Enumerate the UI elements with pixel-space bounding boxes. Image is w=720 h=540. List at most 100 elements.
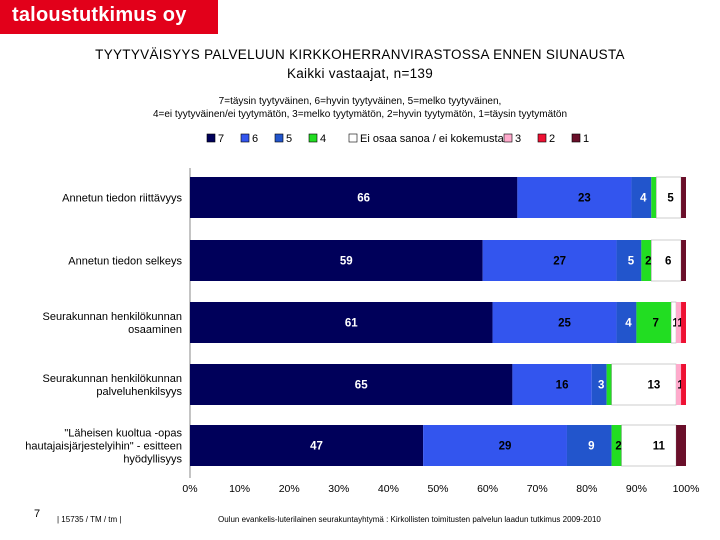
x-tick-label: 100%: [673, 483, 700, 495]
data-label: 25: [558, 318, 571, 330]
x-tick-label: 40%: [378, 483, 399, 495]
x-tick-label: 20%: [279, 483, 300, 495]
data-label: 65: [355, 380, 368, 392]
x-tick-label: 50%: [427, 483, 448, 495]
data-label: 1: [677, 318, 684, 330]
bar-segment: [482, 240, 617, 281]
legend-swatch: [571, 133, 581, 143]
bar-segment: [655, 176, 682, 219]
category-label: "Läheisen kuoltua -opas: [64, 428, 182, 440]
bar-segment: [681, 240, 686, 281]
bar-segment: [616, 240, 642, 281]
x-tick-label: 90%: [626, 483, 647, 495]
legend-label: 4: [320, 133, 326, 145]
data-label: 3: [598, 380, 604, 392]
bar-segment: [190, 240, 483, 281]
legend-label: 3: [515, 133, 521, 145]
bar-segment: [591, 364, 607, 405]
data-label: 16: [556, 380, 569, 392]
legend-label: 2: [549, 133, 555, 145]
bar-segment: [190, 302, 493, 343]
stacked-bar-chart: 0% 10% 20% 30% 40% 50% 60% 70% 80% 90% 100%7 6 5 4 Ei …: [25, 133, 700, 495]
bar-segment: [676, 364, 682, 405]
legend-swatch: [206, 133, 216, 143]
category-label: Annetun tiedon selkeys: [68, 256, 182, 268]
bar-segment: [651, 177, 657, 218]
category-label: Annetun tiedon riittävyys: [62, 193, 182, 205]
legend-swatch: [308, 133, 318, 143]
legend-label: 5: [286, 133, 292, 145]
category-label: hyödyllisyys: [123, 454, 182, 466]
data-label: 29: [499, 441, 512, 453]
bar-segment: [190, 425, 424, 466]
chart-subtitle: Kaikki vastaajat, n=139: [286, 66, 434, 81]
scale-note-line2: 4=ei tyytyväinen/ei tyytymätön, 3=melko …: [152, 109, 568, 120]
legend-swatch: [348, 133, 358, 143]
bar-segment: [681, 177, 686, 218]
bar-segment: [631, 177, 652, 218]
bar-segment: [492, 302, 617, 343]
x-tick-label: 60%: [477, 483, 498, 495]
bar-segment: [606, 364, 612, 405]
data-label: 47: [310, 441, 323, 453]
data-label: 23: [578, 193, 591, 205]
x-tick-label: 80%: [576, 483, 597, 495]
data-label: 66: [357, 193, 370, 205]
data-label: 5: [667, 193, 674, 205]
brand-logo: taloustutkimus oy: [0, 0, 218, 34]
data-label: 9: [588, 441, 594, 453]
legend-label: 7: [218, 133, 224, 145]
data-label: 61: [345, 318, 358, 330]
page-number: 7: [34, 508, 41, 520]
scale-note-line1: 7=täysin tyytyväinen, 6=hyvin tyytyväine…: [218, 96, 502, 107]
legend-swatch: [240, 133, 250, 143]
bar-segment: [676, 302, 682, 343]
legend-swatch: [503, 133, 513, 143]
data-label: 5: [628, 256, 635, 268]
data-label: 13: [647, 380, 660, 392]
bar-segment: [512, 364, 592, 405]
bar-segment: [641, 240, 652, 281]
data-label: 1: [672, 318, 679, 330]
bar-segment: [681, 364, 686, 405]
category-label: hautajaisjärjestelyihin" - esitteen: [25, 441, 182, 453]
chart-title: TYYTYVÄISYYS PALVELUUN KIRKKOHERRANVIRAS…: [95, 47, 625, 62]
category-label: osaaminen: [128, 324, 182, 336]
legend-label: Ei osaa sanoa / ei kokemusta: [360, 133, 505, 145]
category-label: Seurakunnan henkilökunnan: [43, 373, 182, 385]
bar-segment: [616, 302, 637, 343]
data-label: 1: [677, 380, 684, 392]
data-label: 7: [653, 318, 659, 330]
data-label: 4: [625, 318, 632, 330]
data-label: 11: [653, 441, 666, 453]
x-tick-label: 30%: [328, 483, 349, 495]
legend-label: 6: [252, 133, 258, 145]
legend-swatch: [274, 133, 284, 143]
report-source: Oulun evankelis-luterilainen seurakuntay…: [218, 515, 601, 524]
report-code: | 15735 / TM / tm |: [57, 515, 122, 524]
x-tick-label: 10%: [229, 483, 250, 495]
category-label: Seurakunnan henkilökunnan: [43, 311, 182, 323]
bar-segment: [190, 177, 518, 218]
bar-segment: [681, 302, 686, 343]
brand-name: taloustutkimus oy: [12, 4, 187, 26]
x-tick-label: 0%: [182, 483, 197, 495]
bar-segment: [636, 302, 672, 343]
bar-segment: [423, 425, 567, 466]
x-tick-label: 70%: [527, 483, 548, 495]
legend-label: 1: [583, 133, 589, 145]
data-label: 59: [340, 256, 353, 268]
bar-segment: [517, 177, 632, 218]
data-label: 2: [645, 256, 651, 268]
bar-segment: [611, 425, 622, 466]
bar-segment: [611, 363, 677, 406]
legend-swatch: [537, 133, 547, 143]
data-label: 2: [615, 441, 621, 453]
bar-segment: [190, 364, 513, 405]
data-label: 6: [665, 256, 671, 268]
category-label: palveluhenkilsyys: [96, 386, 182, 398]
data-label: 4: [640, 193, 647, 205]
bar-segment: [566, 425, 612, 466]
bar-segment: [621, 424, 677, 467]
bar-segment: [676, 425, 686, 466]
